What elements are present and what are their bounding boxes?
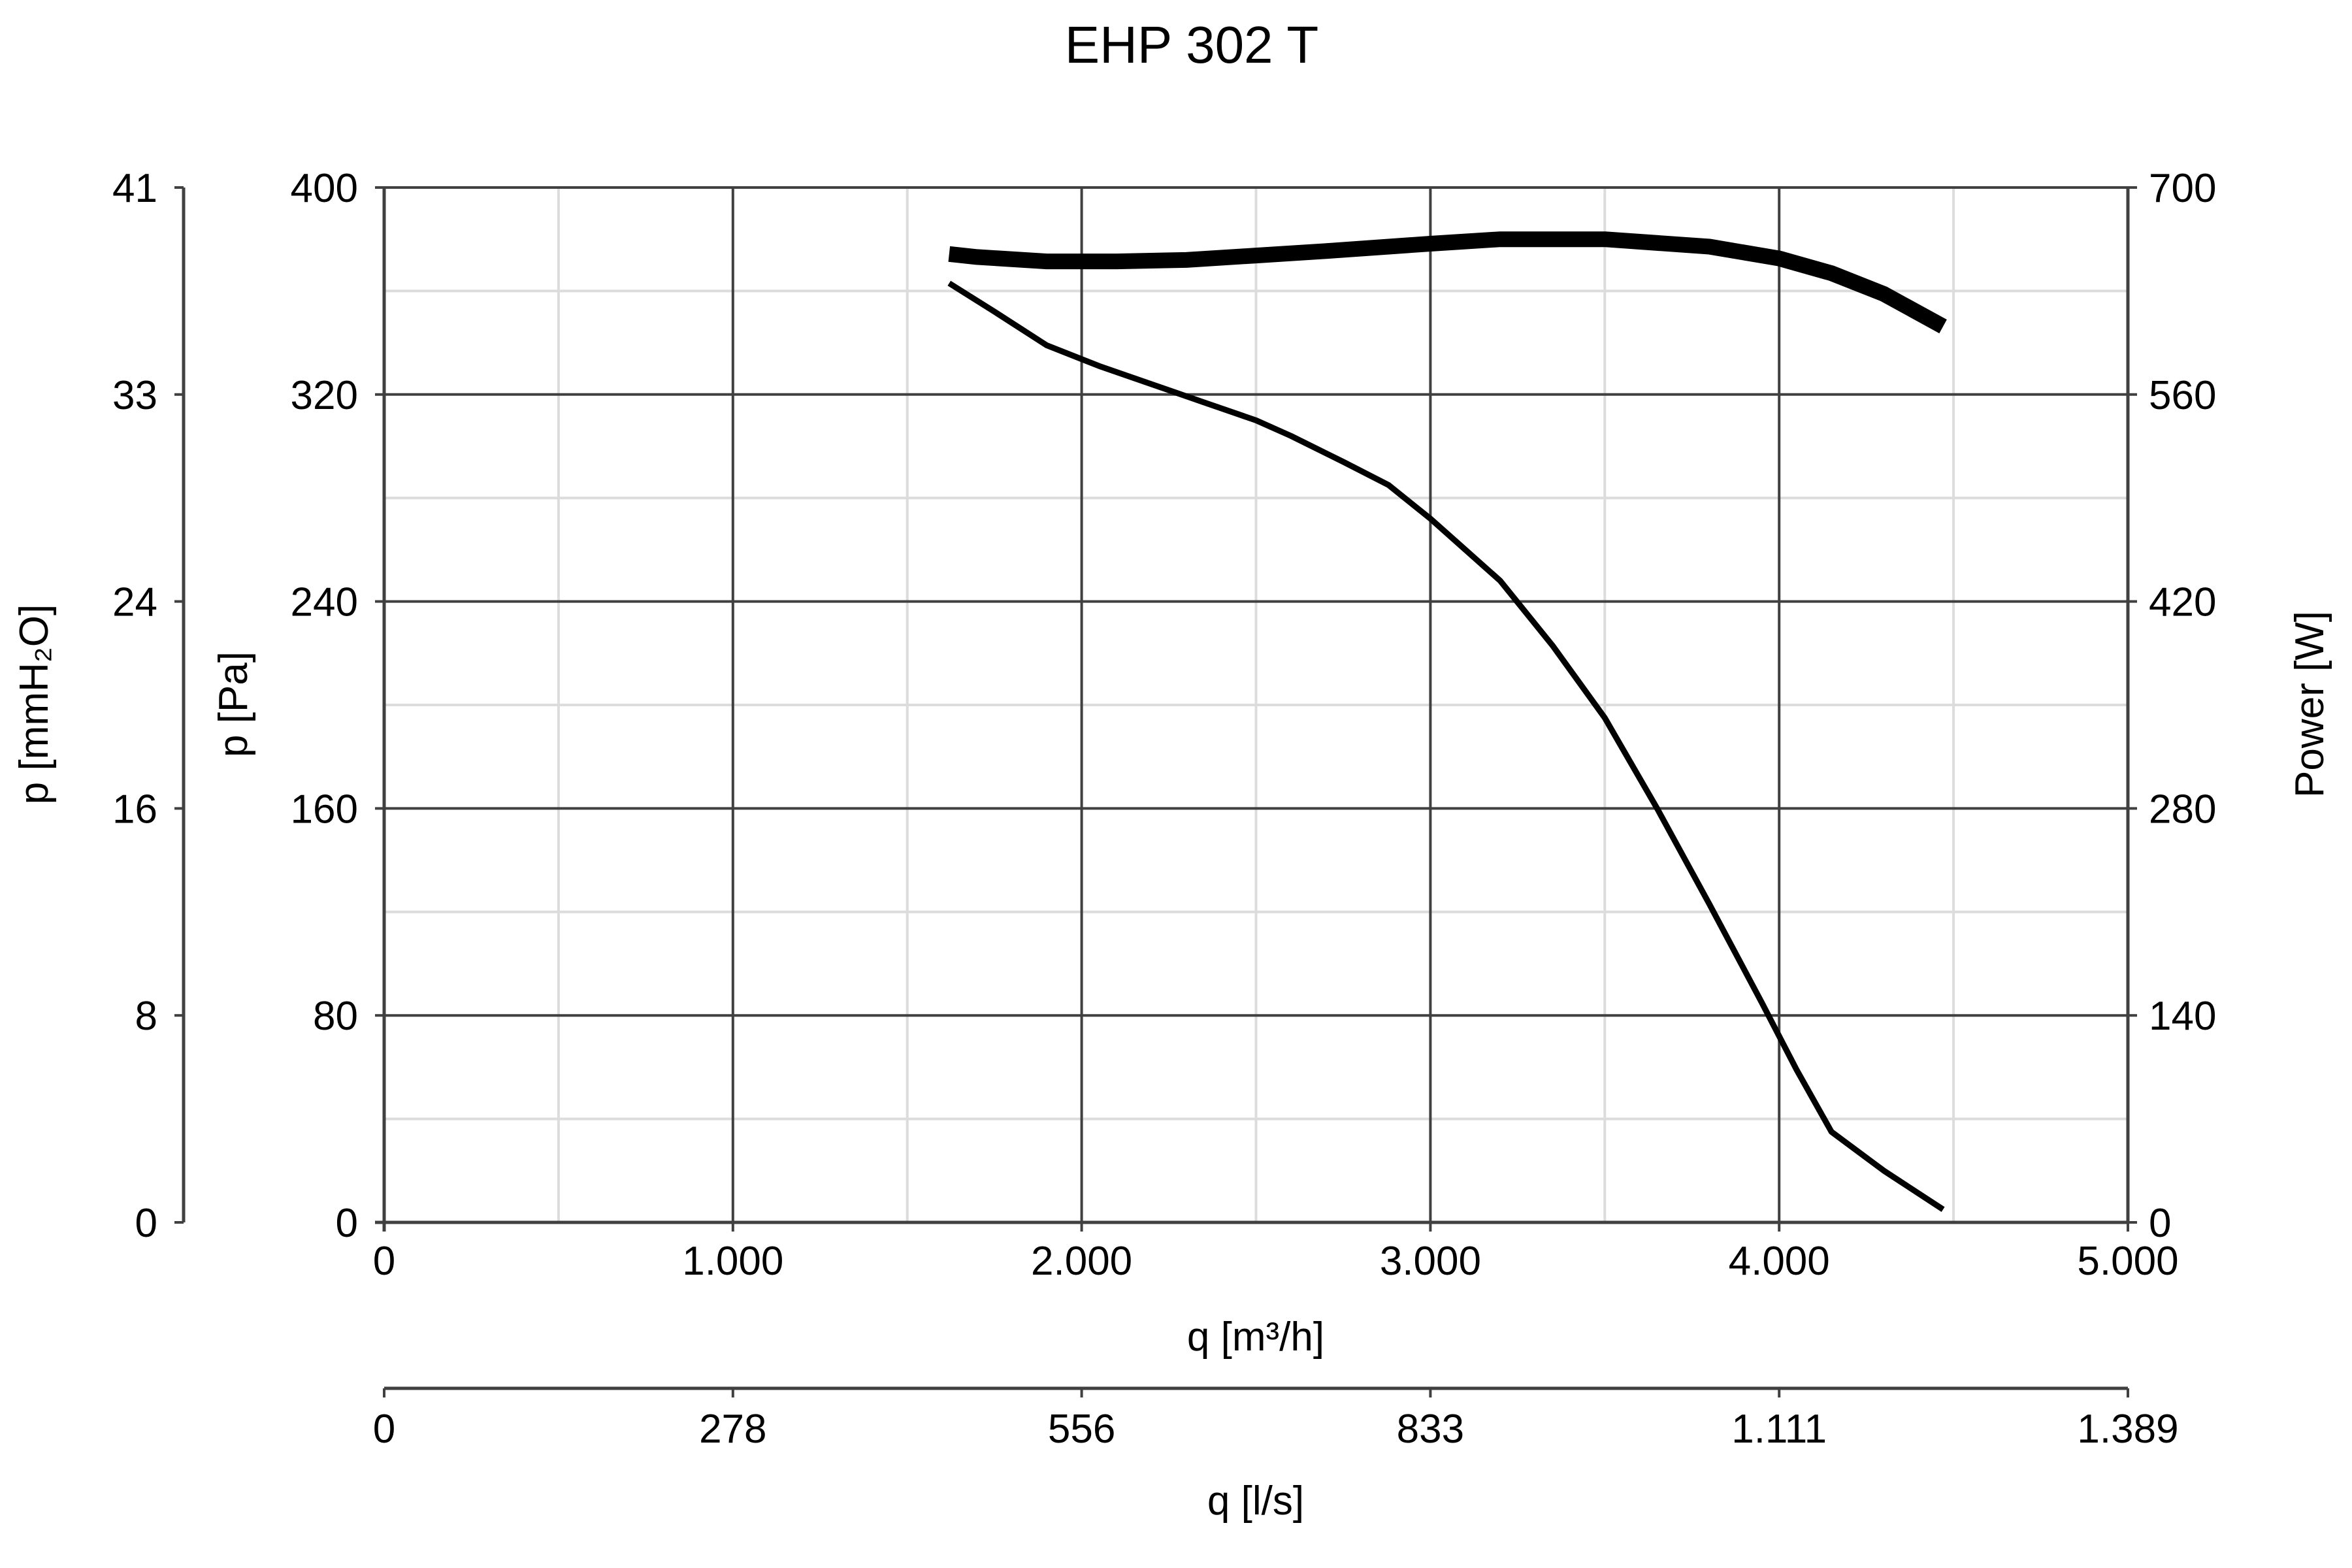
y-tick-label: 160 [291,787,358,832]
y-tick-label: 80 [313,994,358,1039]
y3-tick-label: 140 [2149,994,2216,1039]
tick-labels: 0 80 160 240 320 400 0 8 16 24 33 41 0 140 280 420 560 70… [112,166,2216,1452]
x-tick-label: 5.000 [2077,1239,2178,1284]
x2-tick-label: 1.389 [2077,1407,2178,1452]
y-tick-label: 320 [291,373,358,418]
y-tick-label: 400 [291,166,358,211]
x-tick-label: 1.000 [682,1239,783,1284]
series-line-power [948,231,1947,334]
y2-tick-label: 41 [112,166,157,211]
x2-tick-label: 556 [1048,1407,1115,1452]
series-layer [947,231,1947,1212]
x2-tick-label: 833 [1397,1407,1464,1452]
x-tick-label: 3.000 [1380,1239,1481,1284]
y2-tick-label: 24 [112,580,157,625]
x-tick-label: 2.000 [1031,1239,1132,1284]
y2-tick-label: 0 [135,1201,157,1246]
x-tick-label: 0 [373,1239,395,1284]
y3-tick-label: 280 [2149,787,2216,832]
axes [174,186,2137,1397]
y3-tick-label: 560 [2149,373,2216,418]
x-tick-label: 4.000 [1729,1239,1830,1284]
y3-tick-label: 0 [2149,1201,2171,1246]
minor-gridlines [384,188,2128,1222]
y-axis-title: p [Pa] [211,651,256,757]
x2-tick-label: 1.111 [1731,1407,1827,1452]
y-tick-label: 240 [291,580,358,625]
y2-tick-label: 8 [135,994,157,1039]
y2-tick-label: 33 [112,373,157,418]
series-line-pressure [947,280,1945,1212]
x2-axis-title: q [l/s] [1207,1478,1304,1524]
y2-axis-title: p [mmH₂O] [12,604,57,805]
x-axis-title: q [m³/h] [1187,1315,1324,1360]
y3-axis-title: Power [W] [2287,611,2332,798]
chart-title: EHP 302 T [1065,16,1318,74]
y-tick-label: 0 [336,1201,358,1246]
y3-tick-label: 420 [2149,580,2216,625]
x2-tick-label: 278 [699,1407,766,1452]
x2-tick-label: 0 [373,1407,395,1452]
y3-tick-label: 700 [2149,166,2216,211]
y2-tick-label: 16 [112,787,157,832]
